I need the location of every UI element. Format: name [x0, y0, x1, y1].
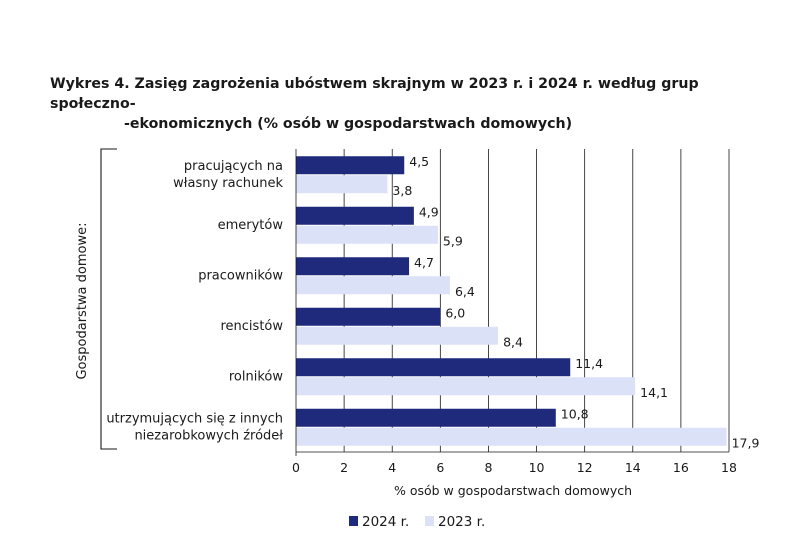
group-label: Gospodarstwa domowe:	[75, 222, 90, 379]
chart-title-line2: -ekonomicznych (% osób w gospodarstwach …	[124, 116, 573, 132]
category-label: rolników	[229, 369, 283, 384]
data-label: 4,5	[409, 154, 429, 169]
data-label: 3,8	[392, 183, 412, 198]
category-label: rencistów	[220, 319, 283, 334]
group-bracket	[100, 148, 117, 450]
data-label: 11,4	[575, 356, 603, 371]
bar	[296, 358, 571, 377]
chart-title-line1: Wykres 4. Zasięg zagrożenia ubóstwem skr…	[50, 76, 699, 112]
bar	[296, 307, 441, 326]
data-label: 14,1	[640, 385, 668, 400]
category-label: własny rachunek	[173, 176, 283, 191]
legend-label: 2024 r.	[362, 514, 409, 530]
bar	[296, 427, 727, 446]
bar	[296, 408, 556, 427]
category-label: pracujących na	[184, 159, 283, 174]
x-axis-label: % osób w gospodarstwach domowych	[394, 483, 632, 498]
category-label: pracowników	[198, 268, 283, 283]
bar	[296, 156, 405, 175]
data-label: 10,8	[561, 406, 589, 421]
category-label: utrzymujących się z innych	[106, 411, 283, 426]
chart-title: Wykres 4. Zasięg zagrożenia ubóstwem skr…	[50, 74, 770, 134]
data-label: 4,7	[414, 255, 434, 270]
bar	[296, 225, 438, 244]
data-label: 6,4	[455, 284, 475, 299]
category-label: niezarobkowych źródeł	[134, 428, 283, 443]
category-label: emerytów	[218, 218, 284, 233]
data-label: 6,0	[445, 305, 465, 320]
x-tick-label: 18	[721, 460, 737, 475]
legend-label: 2023 r.	[438, 514, 485, 530]
bar	[296, 276, 450, 295]
bar	[296, 175, 388, 194]
legend-swatch	[425, 516, 434, 526]
data-label: 5,9	[443, 233, 463, 248]
x-tick-label: 12	[577, 460, 593, 475]
x-tick-label: 14	[625, 460, 641, 475]
legend-swatch	[349, 516, 358, 526]
bar	[296, 206, 414, 225]
x-tick-label: 4	[388, 460, 396, 475]
bar	[296, 257, 410, 276]
x-tick-label: 8	[484, 460, 492, 475]
x-tick-label: 10	[529, 460, 545, 475]
bar	[296, 377, 636, 396]
x-tick-label: 6	[436, 460, 444, 475]
bar	[296, 326, 499, 345]
x-tick-label: 16	[673, 460, 689, 475]
data-label: 4,9	[419, 204, 439, 219]
x-tick-label: 0	[292, 460, 300, 475]
data-label: 17,9	[732, 435, 760, 450]
data-label: 8,4	[503, 334, 523, 349]
x-tick-label: 2	[340, 460, 348, 475]
